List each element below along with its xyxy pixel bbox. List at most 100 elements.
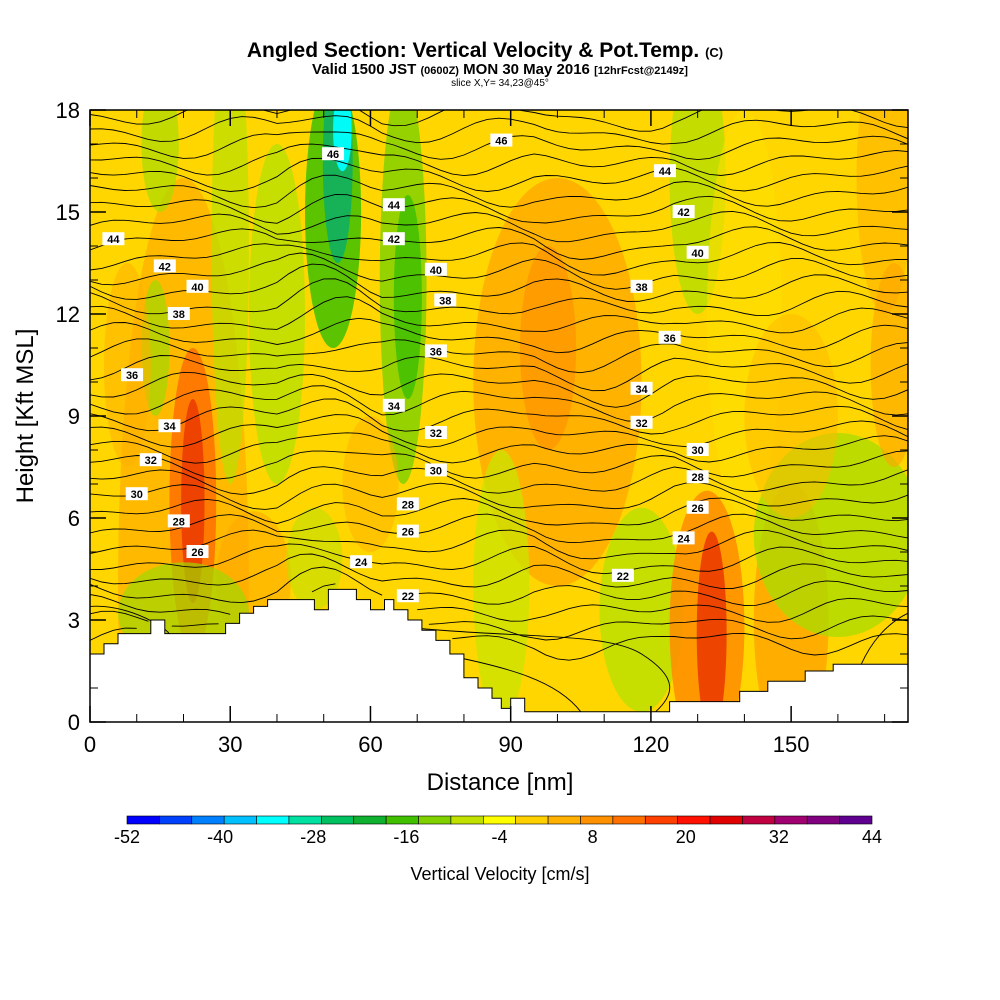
isentrope-line (90, 450, 908, 480)
contour-label: 24 (350, 555, 373, 569)
contour-label: 32 (424, 426, 447, 440)
colorbar-swatch (644, 815, 678, 825)
colorbar-swatch (126, 815, 160, 825)
contour-label: 24 (672, 531, 695, 545)
y-tick-label: 9 (68, 404, 80, 429)
isentrope-line (90, 263, 908, 302)
colorbar-tick-label: -40 (207, 827, 233, 847)
colorbar-tick-label: 32 (769, 827, 789, 847)
isentrope-line (90, 371, 908, 408)
isentrope-line (860, 612, 908, 665)
colorbar-tick-label: -52 (114, 827, 140, 847)
isentrope-line (90, 242, 908, 276)
isentrope-line (90, 385, 908, 422)
svg-text:38: 38 (635, 282, 647, 294)
forecast-info: [12hrFcst@2149z] (594, 65, 688, 77)
contour-label: 44 (382, 198, 405, 212)
contour-label: 38 (167, 307, 190, 321)
isentrope-line (90, 338, 908, 374)
y-tick-label: 3 (68, 608, 80, 633)
valid-time-utc: (0600Z) (420, 65, 459, 77)
svg-text:44: 44 (107, 234, 120, 246)
colorbar-tick-label: -4 (491, 827, 507, 847)
colorbar: -52 -40 -28 -16 -4 8 20 32 44 (114, 815, 882, 847)
isentrope-line (90, 278, 908, 317)
svg-text:34: 34 (388, 401, 401, 413)
svg-text:42: 42 (678, 207, 690, 219)
svg-text:32: 32 (635, 418, 647, 430)
contour-label: 44 (102, 232, 125, 246)
y-tick-label: 18 (56, 98, 80, 123)
isentrope-line (90, 481, 908, 510)
svg-text:36: 36 (430, 346, 442, 358)
x-tick-label: 60 (358, 732, 382, 757)
colorbar-swatch (353, 815, 387, 825)
contour-label: 42 (153, 259, 176, 273)
isentrope-line (90, 252, 908, 290)
colorbar-swatch (612, 815, 646, 825)
svg-text:26: 26 (191, 547, 203, 559)
isentrope-line (90, 513, 908, 544)
colorbar-swatch (191, 815, 225, 825)
contour-label: 36 (658, 330, 681, 345)
contour-label: 28 (396, 497, 419, 511)
svg-text:26: 26 (692, 503, 704, 515)
colorbar-swatch (321, 815, 355, 825)
contour-label: 26 (396, 524, 419, 539)
svg-text:40: 40 (191, 282, 203, 294)
colorbar-swatch (677, 815, 711, 825)
contour-label: 40 (186, 279, 209, 294)
y-tick-label: 12 (56, 302, 80, 327)
svg-text:24: 24 (678, 533, 691, 545)
svg-text:42: 42 (388, 234, 400, 246)
contour-label: 30 (686, 443, 709, 457)
colorbar-swatch (515, 815, 549, 825)
colorbar-swatch (288, 815, 322, 825)
contour-label: 32 (630, 415, 653, 430)
contour-label: 46 (322, 147, 345, 161)
svg-text:28: 28 (692, 472, 704, 484)
svg-text:26: 26 (402, 527, 414, 539)
chart-title-unit: (C) (705, 45, 723, 60)
colorbar-tick-label: 20 (676, 827, 696, 847)
contour-label: 22 (611, 568, 634, 583)
y-tick-label: 6 (68, 506, 80, 531)
svg-text:34: 34 (163, 421, 176, 433)
isentrope-line (90, 497, 908, 526)
isentrope-line (90, 157, 908, 192)
colorbar-swatch (806, 815, 840, 825)
x-tick-label: 0 (84, 732, 96, 757)
colorbar-tick-label: 8 (588, 827, 598, 847)
y-tick-label: 0 (68, 710, 80, 735)
colorbar-swatch (774, 815, 808, 825)
colorbar-swatch (709, 815, 743, 825)
svg-text:30: 30 (692, 445, 704, 457)
isentrope-line (90, 226, 908, 260)
svg-text:28: 28 (173, 516, 185, 528)
colorbar-swatch (418, 815, 452, 825)
isentrope-line (90, 398, 908, 435)
valid-time: Valid 1500 JST (312, 61, 416, 78)
isentrope-line (90, 143, 908, 177)
x-axis: 0 30 60 90 120 150 (84, 110, 886, 757)
svg-text:30: 30 (131, 489, 143, 501)
svg-text:Valid 1500 JST (0600Z): Valid 1500 JST (0600Z) MON 30 May 2016 [… (312, 61, 688, 78)
isentrope-line (90, 210, 908, 243)
isentrope-line (90, 194, 908, 224)
isentrope-line (90, 115, 908, 145)
colorbar-swatch (483, 815, 516, 825)
isentrope-line (90, 317, 908, 354)
isentrope-line (90, 529, 908, 560)
contour-label: 40 (686, 245, 709, 260)
contour-label: 34 (630, 381, 653, 396)
vertical-velocity-field (90, 110, 908, 722)
svg-text:30: 30 (430, 465, 442, 477)
slice-info: slice X,Y= 34,23@45° (451, 78, 549, 89)
contour-label: 26 (186, 545, 209, 559)
contour-label: 32 (139, 453, 162, 467)
contour-label: 30 (125, 487, 148, 501)
svg-text:36: 36 (663, 333, 675, 345)
svg-text:38: 38 (439, 295, 451, 307)
contour-label: 42 (382, 232, 405, 246)
